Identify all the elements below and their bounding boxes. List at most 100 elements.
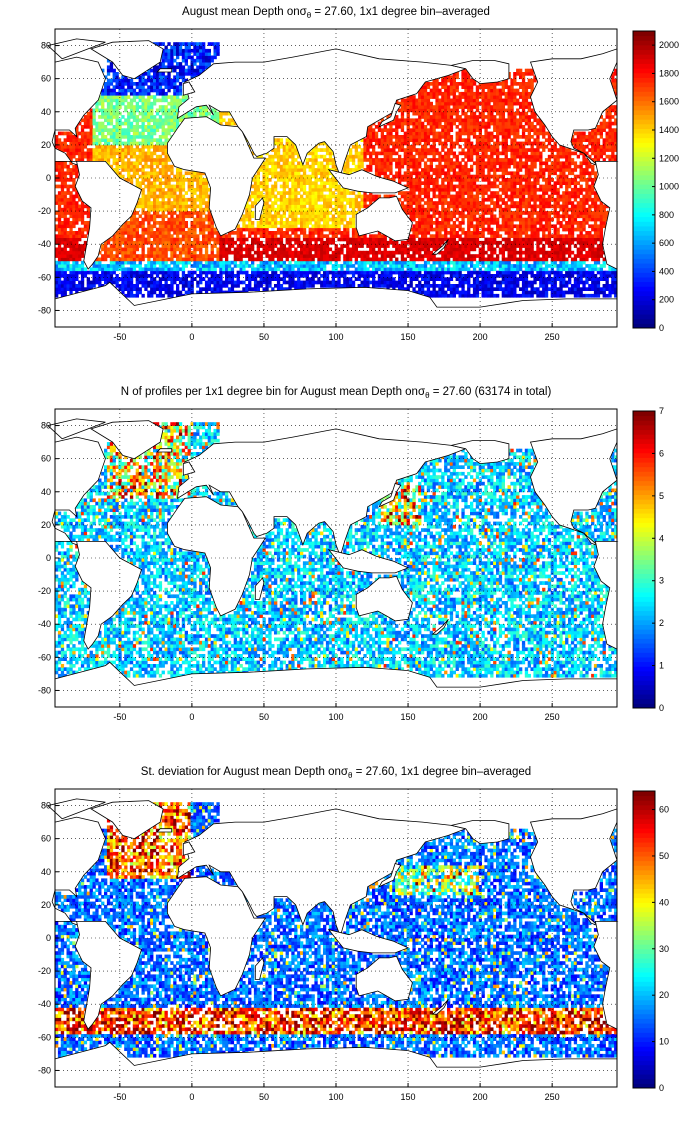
data-cell — [438, 274, 442, 278]
data-cell — [300, 267, 304, 272]
data-cell — [423, 231, 428, 235]
data-cell — [588, 194, 592, 199]
data-cell — [478, 260, 482, 265]
data-cell — [155, 260, 160, 265]
data-cell — [389, 277, 393, 281]
data-cell — [372, 234, 376, 238]
data-cell — [418, 280, 422, 285]
data-cell — [490, 194, 494, 199]
data-cell — [593, 293, 598, 298]
data-cell — [349, 257, 353, 262]
data-cell — [562, 211, 566, 215]
data-cell — [421, 214, 425, 219]
data-cell — [83, 224, 88, 229]
data-cell — [409, 277, 413, 281]
data-cell — [305, 197, 309, 202]
data-cell — [576, 234, 580, 238]
data-cell — [470, 240, 474, 245]
data-cell — [593, 174, 598, 179]
data-cell — [423, 191, 428, 195]
data-cell — [138, 240, 142, 245]
data-cell — [475, 287, 480, 291]
data-cell — [510, 211, 514, 215]
data-cell — [308, 270, 312, 275]
data-cell — [447, 287, 451, 291]
data-cell — [302, 227, 307, 232]
data-cell — [187, 287, 191, 291]
data-cell — [487, 194, 491, 199]
data-cell — [429, 221, 433, 225]
data-cell — [478, 217, 482, 222]
data-cell — [60, 231, 65, 235]
data-cell — [216, 234, 220, 238]
data-cell — [596, 250, 601, 255]
data-cell — [187, 184, 191, 189]
data-cell — [311, 201, 315, 205]
data-cell — [216, 274, 220, 278]
data-cell — [259, 257, 263, 262]
data-cell — [109, 267, 114, 272]
data-cell — [98, 260, 102, 265]
data-cell — [593, 260, 598, 265]
data-cell — [60, 197, 65, 202]
data-cell — [559, 267, 563, 272]
data-cell — [236, 224, 240, 229]
data-cell — [202, 237, 206, 242]
data-cell — [141, 207, 145, 212]
data-cell — [302, 221, 307, 225]
data-cell — [80, 247, 85, 252]
data-cell — [331, 217, 335, 222]
data-cell — [109, 257, 114, 262]
data-cell — [190, 280, 194, 285]
data-cell — [167, 207, 171, 212]
data-cell — [86, 227, 90, 232]
data-cell — [121, 257, 125, 262]
data-cell — [553, 227, 557, 232]
data-cell — [377, 250, 382, 255]
data-cell — [539, 214, 543, 219]
data-cell — [57, 240, 62, 245]
data-cell — [504, 284, 508, 288]
data-cell — [153, 191, 157, 195]
data-cell — [530, 211, 534, 215]
data-cell — [207, 277, 211, 281]
data-cell — [57, 217, 62, 222]
data-cell — [291, 207, 295, 212]
data-cell — [562, 277, 566, 281]
data-cell — [294, 221, 298, 225]
data-cell — [464, 181, 468, 185]
data-cell — [72, 240, 76, 245]
data-cell — [190, 214, 194, 219]
data-cell — [323, 194, 327, 199]
data-cell — [178, 171, 183, 176]
data-cell — [60, 280, 65, 285]
data-cell — [562, 237, 566, 242]
data-cell — [389, 240, 393, 245]
data-cell — [66, 267, 70, 272]
data-cell — [354, 247, 358, 252]
data-cell — [57, 224, 62, 229]
data-cell — [225, 267, 229, 272]
data-cell — [360, 257, 364, 262]
data-cell — [161, 174, 165, 179]
data-cell — [259, 184, 263, 189]
data-cell — [602, 204, 606, 209]
data-cell — [279, 237, 284, 242]
data-cell — [573, 191, 578, 195]
data-cell — [184, 247, 188, 252]
data-cell — [400, 178, 405, 182]
data-cell — [202, 244, 206, 248]
data-cell — [158, 224, 163, 229]
data-cell — [337, 191, 341, 195]
data-cell — [176, 284, 180, 288]
data-cell — [501, 217, 505, 222]
data-cell — [63, 197, 67, 202]
data-cell — [409, 247, 413, 252]
data-cell — [328, 178, 333, 182]
data-cell — [317, 221, 321, 225]
data-cell — [481, 287, 485, 291]
data-cell — [398, 284, 402, 288]
data-cell — [593, 214, 598, 219]
data-cell — [536, 214, 540, 219]
data-cell — [291, 211, 295, 215]
